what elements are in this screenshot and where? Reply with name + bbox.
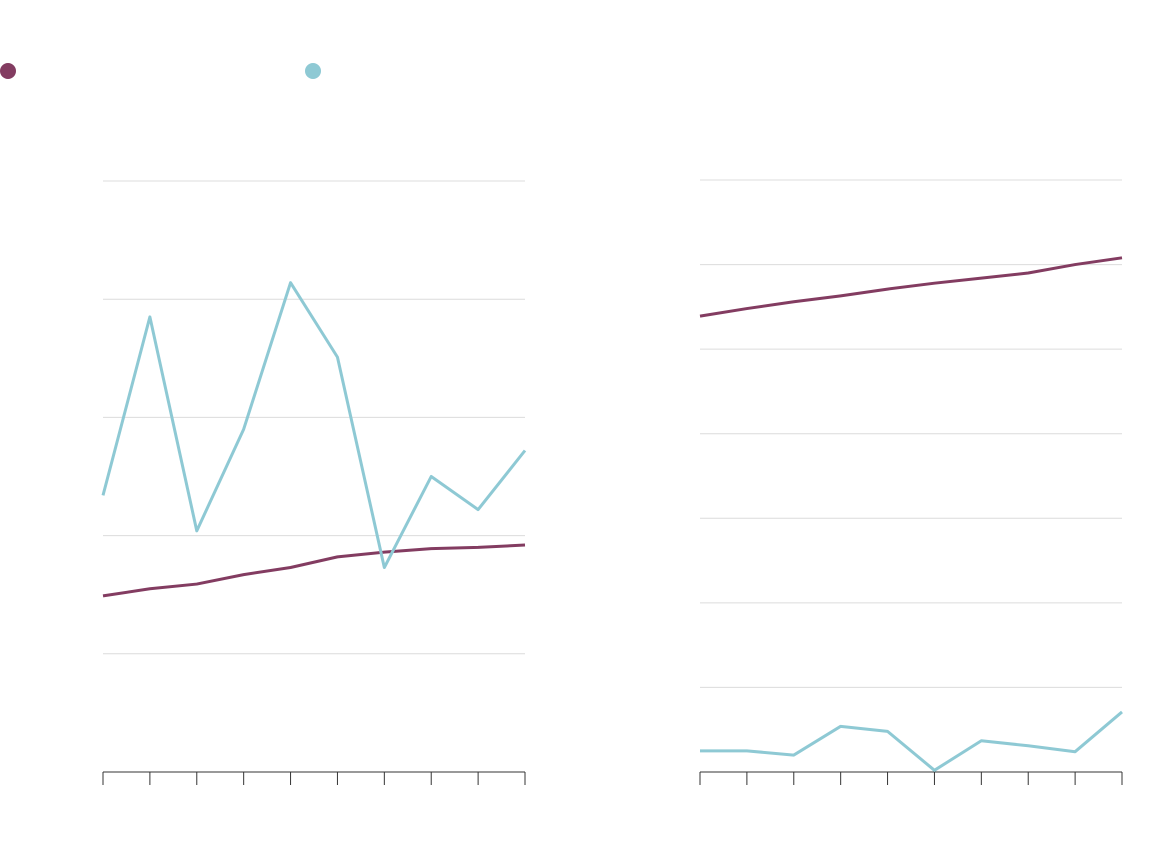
legend-marker	[305, 63, 321, 79]
legend-marker	[0, 63, 16, 79]
series-line	[101, 281, 527, 570]
series-line	[699, 256, 1123, 318]
series-line	[102, 543, 526, 598]
series-line	[700, 710, 1123, 772]
